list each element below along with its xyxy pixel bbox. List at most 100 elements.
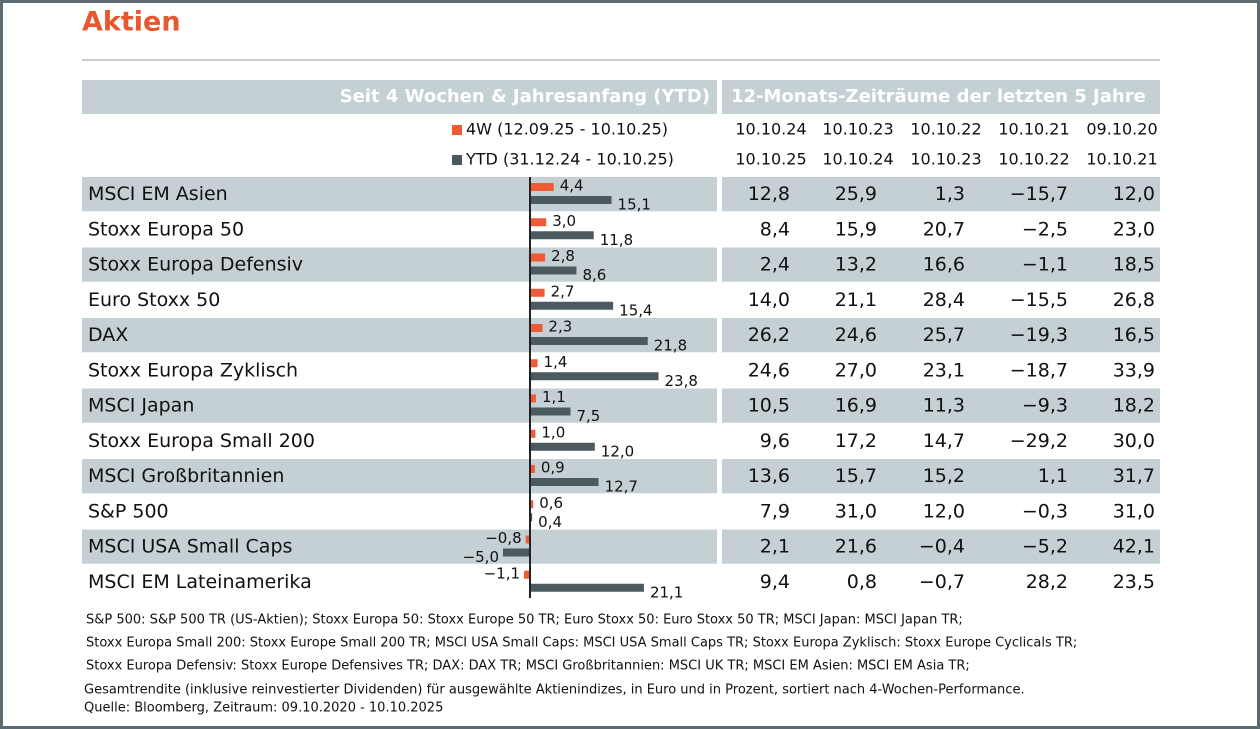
cell: −15,7	[1010, 183, 1068, 205]
value-label: −1,1	[484, 564, 520, 582]
row-bg	[722, 459, 1160, 494]
row-bg	[82, 388, 717, 423]
cell: 14,7	[923, 430, 965, 452]
cell: 31,0	[1113, 500, 1155, 522]
bar	[530, 218, 547, 227]
row-label: MSCI USA Small Caps	[88, 536, 292, 558]
cell: 2,4	[760, 254, 790, 276]
cell: 18,5	[1113, 254, 1155, 276]
cell: 21,6	[835, 536, 877, 558]
source: Quelle: Bloomberg, Zeitraum: 09.10.2020 …	[84, 701, 443, 716]
bar	[530, 465, 535, 473]
cell: 9,4	[760, 571, 790, 593]
title: Aktien	[82, 7, 181, 38]
cell: 13,6	[748, 465, 790, 487]
legend-label: 4W (12.09.25 - 10.10.25)	[466, 120, 668, 139]
cell: 24,6	[748, 359, 790, 381]
cell: −19,3	[1010, 324, 1068, 346]
row-label: Stoxx Europa Zyklisch	[88, 359, 298, 381]
bar	[524, 570, 530, 579]
value-label: 2,8	[551, 247, 575, 265]
row-bg	[82, 529, 717, 564]
cell: −0,7	[919, 571, 965, 593]
value-label: −5,0	[463, 548, 499, 566]
value-label: 1,0	[541, 423, 565, 441]
cell: 2,1	[760, 536, 790, 558]
cell: −18,7	[1010, 359, 1068, 381]
value-label: 1,1	[542, 388, 566, 406]
cell: −5,2	[1022, 536, 1068, 558]
bar	[530, 407, 571, 416]
cell: −15,5	[1010, 289, 1068, 311]
value-label: 15,4	[619, 301, 652, 319]
header-bg	[722, 80, 1160, 114]
cell: 1,1	[1038, 465, 1068, 487]
cell: 17,2	[835, 430, 877, 452]
legend-swatch	[452, 155, 462, 165]
cell: 28,2	[1026, 571, 1068, 593]
row-bg	[82, 247, 717, 282]
row-bg	[82, 318, 717, 353]
cell: −0,3	[1022, 500, 1068, 522]
value-label: 8,6	[582, 266, 606, 284]
cell: 25,9	[835, 183, 877, 205]
value-label: 23,8	[665, 372, 698, 390]
cell: 23,5	[1113, 571, 1155, 593]
cell: −9,3	[1022, 395, 1068, 417]
value-label: 21,8	[654, 337, 687, 355]
cell: 27,0	[835, 359, 877, 381]
bar	[530, 253, 546, 262]
bar	[530, 583, 644, 592]
cell: −1,1	[1022, 254, 1068, 276]
bar	[530, 359, 538, 368]
cell: 10,5	[748, 395, 790, 417]
row-label: MSCI Großbritannien	[88, 465, 284, 487]
value-label: 2,3	[548, 318, 572, 336]
cell: −29,2	[1010, 430, 1068, 452]
cell: 24,6	[835, 324, 877, 346]
footnote: Stoxx Europa Defensiv: Stoxx Europe Defe…	[86, 659, 970, 674]
value-label: 15,1	[618, 196, 651, 214]
cell: 33,9	[1113, 359, 1155, 381]
value-label: 3,0	[552, 212, 576, 230]
value-label: 21,1	[650, 583, 683, 601]
row-label: Stoxx Europa Small 200	[88, 430, 315, 452]
value-label: 0,9	[541, 459, 565, 477]
row-bg	[82, 459, 717, 494]
cell: 0,8	[847, 571, 877, 593]
period-date: 10.10.22	[998, 150, 1069, 169]
cell: 12,8	[748, 183, 790, 205]
cell: 20,7	[923, 218, 965, 240]
period-date: 10.10.21	[998, 120, 1069, 139]
bar	[530, 513, 533, 522]
row-bg	[722, 529, 1160, 564]
row-label: Euro Stoxx 50	[88, 289, 220, 311]
cell: 14,0	[748, 289, 790, 311]
cell: 42,1	[1113, 536, 1155, 558]
cell: 28,4	[923, 289, 965, 311]
cell: 16,5	[1113, 324, 1155, 346]
cell: 15,7	[835, 465, 877, 487]
cell: 26,2	[748, 324, 790, 346]
period-date: 10.10.21	[1086, 150, 1157, 169]
bar	[530, 337, 648, 345]
cell: 30,0	[1113, 430, 1155, 452]
bar	[530, 478, 599, 486]
cell: 11,3	[923, 395, 965, 417]
bar	[530, 394, 536, 403]
bar	[530, 301, 614, 310]
cell: 18,2	[1113, 395, 1155, 417]
period-date: 10.10.24	[735, 120, 806, 139]
cell: 15,2	[923, 465, 965, 487]
cell: 12,0	[1113, 183, 1155, 205]
cell: 15,9	[835, 218, 877, 240]
value-label: 0,6	[539, 494, 563, 512]
row-label: MSCI EM Lateinamerika	[88, 571, 312, 593]
row-bg	[82, 177, 717, 212]
bar	[525, 535, 530, 544]
cell: 12,0	[923, 500, 965, 522]
cell: 21,1	[835, 289, 877, 311]
bar	[530, 442, 595, 451]
row-bg	[722, 388, 1160, 423]
